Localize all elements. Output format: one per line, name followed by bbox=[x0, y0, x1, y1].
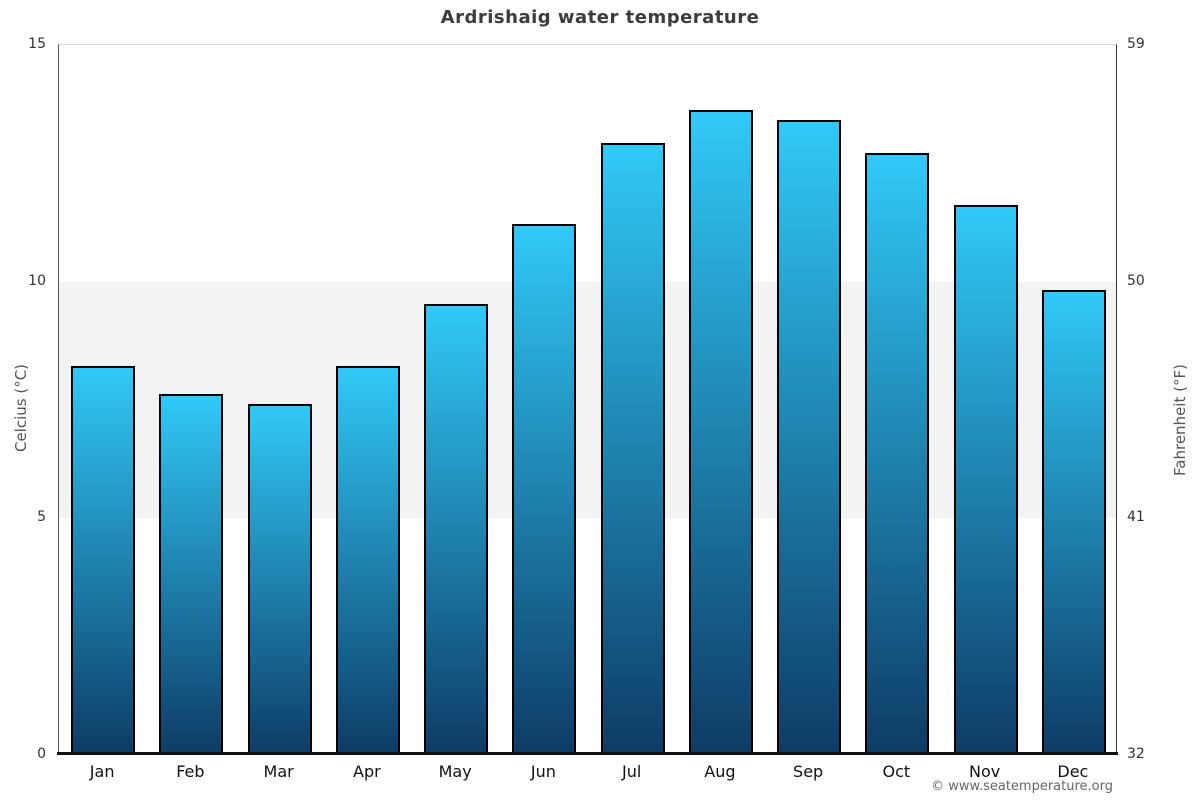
month-label-sep: Sep bbox=[793, 762, 824, 781]
fahrenheit-tick-50: 50 bbox=[1127, 272, 1145, 289]
bar-aug bbox=[688, 110, 753, 754]
month-label-apr: Apr bbox=[353, 762, 381, 781]
credit-text: © www.seatemperature.org bbox=[931, 779, 1113, 794]
bar-apr bbox=[335, 365, 400, 754]
month-label-oct: Oct bbox=[882, 762, 911, 781]
month-label-jul: Jul bbox=[621, 762, 642, 781]
month-label-nov: Nov bbox=[969, 762, 1001, 781]
celsius-tick-5: 5 bbox=[37, 509, 46, 526]
celsius-tick-10: 10 bbox=[28, 272, 46, 289]
celsius-tick-15: 15 bbox=[28, 36, 46, 52]
y-axis-label-fahrenheit: Fahrenheit (°F) bbox=[1171, 364, 1189, 476]
bar-nov bbox=[953, 204, 1018, 754]
month-label-aug: Aug bbox=[704, 762, 736, 781]
bar-jul bbox=[600, 143, 665, 754]
y-axis-label-celsius: Celcius (°C) bbox=[12, 363, 30, 453]
bar-jun bbox=[512, 223, 577, 754]
month-label-dec: Dec bbox=[1057, 762, 1089, 781]
month-label-may: May bbox=[438, 762, 472, 781]
bar-sep bbox=[777, 119, 842, 754]
fahrenheit-tick-59: 59 bbox=[1127, 36, 1145, 52]
bar-may bbox=[424, 304, 489, 754]
plot-band bbox=[59, 281, 1116, 519]
bar-feb bbox=[159, 394, 224, 754]
bar-dec bbox=[1041, 290, 1106, 754]
bar-oct bbox=[865, 152, 930, 754]
chart-title: Ardrishaig water temperature bbox=[440, 7, 760, 28]
month-label-jan: Jan bbox=[89, 762, 115, 781]
fahrenheit-tick-32: 32 bbox=[1127, 746, 1145, 762]
bar-jan bbox=[71, 365, 136, 754]
celsius-tick-0: 0 bbox=[37, 746, 46, 762]
x-axis-line bbox=[57, 752, 1118, 755]
month-label-jun: Jun bbox=[530, 762, 556, 781]
month-label-feb: Feb bbox=[176, 762, 205, 781]
bar-mar bbox=[247, 403, 312, 754]
month-label-mar: Mar bbox=[263, 762, 294, 781]
plot-area bbox=[58, 44, 1117, 754]
fahrenheit-tick-41: 41 bbox=[1127, 509, 1145, 526]
